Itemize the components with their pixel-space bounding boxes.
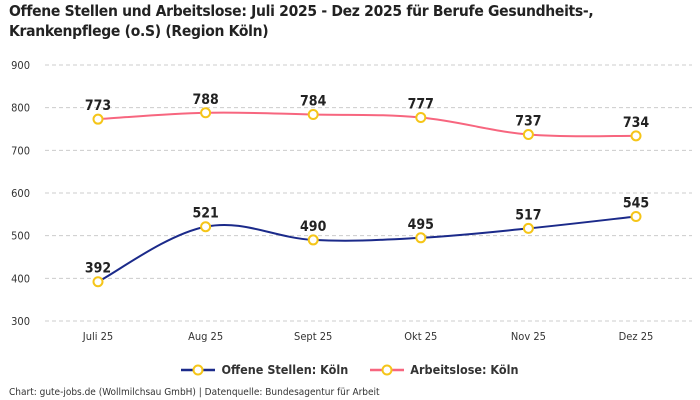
data-point [92, 113, 104, 125]
y-tick-label: 400 [11, 272, 30, 285]
data-label: 773 [85, 98, 111, 114]
x-tick-label: Juli 25 [82, 330, 113, 343]
data-label: 495 [408, 217, 434, 233]
x-tick-label: Aug 25 [188, 330, 223, 343]
x-tick-label: Sept 25 [294, 330, 332, 343]
x-tick-label: Nov 25 [511, 330, 546, 343]
data-point [415, 111, 427, 123]
legend-marker-icon [370, 364, 405, 375]
series-line-1 [97, 111, 637, 138]
data-point [200, 221, 212, 233]
chart-title: Offene Stellen und Arbeitslose: Juli 202… [9, 2, 594, 40]
y-tick-label: 500 [11, 230, 30, 243]
series-line-0 [97, 215, 637, 283]
legend: Offene Stellen: Köln Arbeitslose: Köln [0, 362, 700, 377]
data-point [200, 107, 212, 119]
data-point [92, 276, 104, 288]
y-tick-label: 600 [11, 187, 30, 200]
data-label: 521 [192, 206, 218, 222]
data-point [307, 108, 319, 120]
data-label: 517 [515, 207, 541, 223]
data-label: 392 [85, 261, 111, 277]
data-point [630, 130, 642, 142]
data-label: 490 [300, 219, 327, 235]
legend-label: Arbeitslose: Köln [410, 362, 519, 377]
legend-item-arbeitslose[interactable]: Arbeitslose: Köln [370, 362, 519, 377]
data-label: 788 [192, 92, 218, 108]
y-tick-label: 300 [11, 315, 30, 328]
data-point [415, 232, 427, 244]
data-label: 777 [408, 96, 434, 112]
y-tick-label: 700 [11, 144, 30, 157]
y-tick-label: 900 [11, 59, 30, 72]
data-point [522, 222, 534, 234]
data-point [307, 234, 319, 246]
legend-item-offene-stellen[interactable]: Offene Stellen: Köln [181, 362, 348, 377]
data-label: 545 [623, 195, 649, 211]
data-label: 734 [623, 115, 650, 131]
legend-label: Offene Stellen: Köln [221, 362, 349, 377]
x-tick-label: Dez 25 [619, 330, 654, 343]
data-label: 784 [300, 93, 327, 109]
data-label: 737 [515, 114, 541, 130]
data-point [522, 129, 534, 141]
legend-marker-icon [181, 364, 216, 375]
source-footer: Chart: gute-jobs.de (Wollmilchsau GmbH) … [9, 387, 380, 398]
data-point [630, 210, 642, 222]
y-tick-label: 800 [11, 102, 30, 115]
x-tick-label: Okt 25 [404, 330, 437, 343]
